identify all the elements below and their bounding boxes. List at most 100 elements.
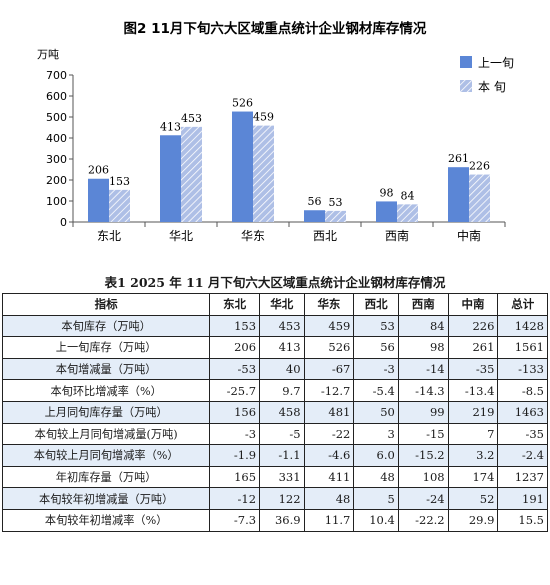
- table-cell: -4.6: [303, 444, 355, 467]
- column-header: 指标: [1, 293, 211, 316]
- table-title: 表1 2025 年 11 月下旬六大区域重点统计企业钢材库存情况: [104, 275, 446, 290]
- legend-label: 本 旬: [478, 80, 506, 94]
- bar-previous-period: [448, 167, 469, 222]
- table-row: 本旬较年初增减量（万吨） -12 122 48 5 -24 52 191: [1, 487, 548, 510]
- table-cell: 1428: [497, 314, 548, 338]
- table-cell: -1.1: [259, 444, 305, 467]
- table-cell: 3.2: [447, 444, 499, 467]
- row-label: 本旬较上月同旬增减率（%）: [1, 444, 211, 467]
- table-row: 本旬较上月同旬增减率（%） -1.9 -1.1 -4.6 6.0 -15.2 3.2 -2.4: [1, 444, 548, 467]
- table-cell: -1.9: [209, 444, 261, 467]
- data-label: 153: [109, 175, 130, 188]
- y-tick-label: 600: [46, 90, 67, 103]
- row-label: 上一旬库存（万吨）: [1, 336, 211, 359]
- row-label: 上月同旬库存量（万吨）: [1, 400, 211, 424]
- table-cell: 1561: [497, 336, 548, 359]
- data-label: 413: [160, 120, 181, 133]
- data-label: 453: [181, 112, 202, 125]
- chart-title: 图2 11月下旬六大区域重点统计企业钢材库存情况: [124, 20, 427, 37]
- row-label: 本旬较年初增减量（万吨）: [1, 487, 211, 510]
- data-label: 53: [329, 196, 343, 209]
- table-cell: -35: [447, 357, 499, 381]
- table-cell: 56: [353, 336, 399, 359]
- table-cell: -22.2: [397, 508, 449, 532]
- table-cell: 50: [353, 400, 399, 424]
- table-cell: 331: [259, 465, 305, 489]
- table-cell: 226: [447, 314, 499, 338]
- table-cell: 413: [259, 336, 305, 359]
- y-tick-label: 0: [60, 216, 67, 229]
- bar-current-period: [181, 126, 202, 222]
- table-cell: -25.7: [209, 379, 261, 402]
- table-cell: 40: [259, 357, 305, 381]
- bar-current-period: [469, 174, 490, 222]
- table-row: 本旬库存（万吨） 153 453 459 53 84 226 1428: [1, 314, 548, 338]
- table-row: 本旬较上月同旬增减量(万吨) -3 -5 -22 3 -15 7 -35: [1, 422, 548, 446]
- table-row: 年初库存量（万吨） 165 331 411 48 108 174 1237: [1, 465, 548, 489]
- table-cell: -53: [209, 357, 261, 381]
- table-cell: 206: [209, 336, 261, 359]
- table-cell: -3: [209, 422, 261, 446]
- table-cell: 98: [397, 336, 449, 359]
- table-cell: -5.4: [353, 379, 399, 402]
- table-cell: 7: [447, 422, 499, 446]
- table-cell: 1463: [497, 400, 548, 424]
- table-cell: -15: [397, 422, 449, 446]
- axes: 0 100 200 300 400 500 600 700: [46, 69, 506, 229]
- table-cell: -3: [353, 357, 399, 381]
- legend-label: 上一旬: [478, 56, 514, 70]
- data-label: 206: [88, 164, 109, 177]
- table-cell: -8.5: [497, 379, 548, 402]
- table-cell: 453: [259, 314, 305, 338]
- table-cell: 84: [397, 314, 449, 338]
- table-cell: 122: [259, 487, 305, 510]
- table-header-row: 指标 东北 华北 华东 西北 西南 中南 总计: [1, 293, 548, 316]
- y-tick-label: 300: [46, 153, 67, 166]
- table-cell: -35: [497, 422, 548, 446]
- table-cell: 10.4: [353, 508, 399, 532]
- table-cell: 53: [353, 314, 399, 338]
- table-row: 上一旬库存（万吨） 206 413 526 56 98 261 1561: [1, 336, 548, 359]
- data-label: 226: [469, 160, 490, 173]
- table-cell: -22: [303, 422, 355, 446]
- bar-current-period: [109, 189, 130, 222]
- x-tick-label: 华北: [169, 229, 193, 243]
- bar-current-period: [325, 210, 346, 222]
- table-cell: -15.2: [397, 444, 449, 467]
- table-cell: 411: [303, 465, 355, 489]
- x-tick-label: 东北: [97, 229, 121, 243]
- x-tick-label: 西北: [313, 229, 337, 243]
- table-cell: -133: [497, 357, 548, 381]
- column-header: 华东: [303, 293, 355, 316]
- data-label: 84: [401, 189, 415, 202]
- table-cell: 48: [303, 487, 355, 510]
- inventory-table: 指标 东北 华北 华东 西北 西南 中南 总计 本旬库存（万吨） 153 453 459 53 84 22…: [1, 293, 548, 532]
- table-cell: -12.7: [303, 379, 355, 402]
- y-tick-label: 700: [46, 69, 67, 82]
- column-header: 东北: [209, 293, 261, 316]
- table-cell: 156: [209, 400, 261, 424]
- table-cell: -7.3: [209, 508, 261, 532]
- table-row: 本旬环比增减率（%） -25.7 9.7 -12.7 -5.4 -14.3 -13.4 -8.…: [1, 379, 548, 402]
- table-cell: 219: [447, 400, 499, 424]
- bar-previous-period: [376, 201, 397, 222]
- table-cell: 481: [303, 400, 355, 424]
- table-cell: 5: [353, 487, 399, 510]
- table-cell: 174: [447, 465, 499, 489]
- table-cell: -14.3: [397, 379, 449, 402]
- column-header: 总计: [497, 293, 548, 316]
- table-cell: 3: [353, 422, 399, 446]
- table-cell: 191: [497, 487, 548, 510]
- table-body: 本旬库存（万吨） 153 453 459 53 84 226 1428 上一旬库存（万吨） 206…: [1, 314, 548, 532]
- bar-current-period: [253, 125, 274, 222]
- bar-current-period: [397, 204, 418, 222]
- legend-swatch: [460, 56, 472, 68]
- y-tick-label: 500: [46, 111, 67, 124]
- table-cell: -24: [397, 487, 449, 510]
- column-header: 中南: [447, 293, 499, 316]
- table-cell: -14: [397, 357, 449, 381]
- y-tick-label: 200: [46, 174, 67, 187]
- column-header: 华北: [259, 293, 305, 316]
- table-cell: 52: [447, 487, 499, 510]
